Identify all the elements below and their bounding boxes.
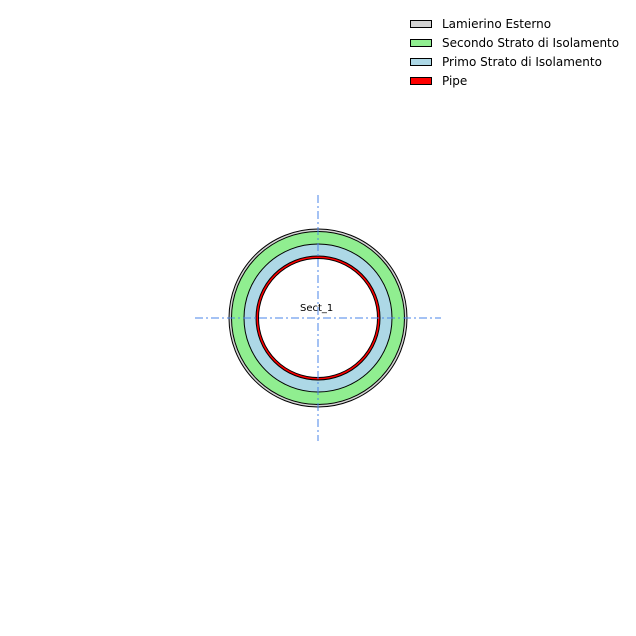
legend-item-primo-strato: Primo Strato di Isolamento xyxy=(410,54,619,69)
legend: Lamierino Esterno Secondo Strato di Isol… xyxy=(410,16,619,88)
legend-swatch-pipe xyxy=(410,76,432,85)
legend-swatch-primo-strato xyxy=(410,57,432,66)
section-label: Sect_1 xyxy=(300,303,334,314)
legend-label-secondo-strato: Secondo Strato di Isolamento xyxy=(442,35,620,50)
legend-label-primo-strato: Primo Strato di Isolamento xyxy=(442,54,602,69)
legend-swatch-lamierino xyxy=(410,19,432,28)
legend-item-secondo-strato: Secondo Strato di Isolamento xyxy=(410,35,619,50)
legend-swatch-secondo-strato xyxy=(410,38,432,47)
legend-item-pipe: Pipe xyxy=(410,73,619,88)
legend-item-lamierino: Lamierino Esterno xyxy=(410,16,619,31)
legend-label-pipe: Pipe xyxy=(442,73,468,88)
legend-label-lamierino: Lamierino Esterno xyxy=(442,16,552,31)
